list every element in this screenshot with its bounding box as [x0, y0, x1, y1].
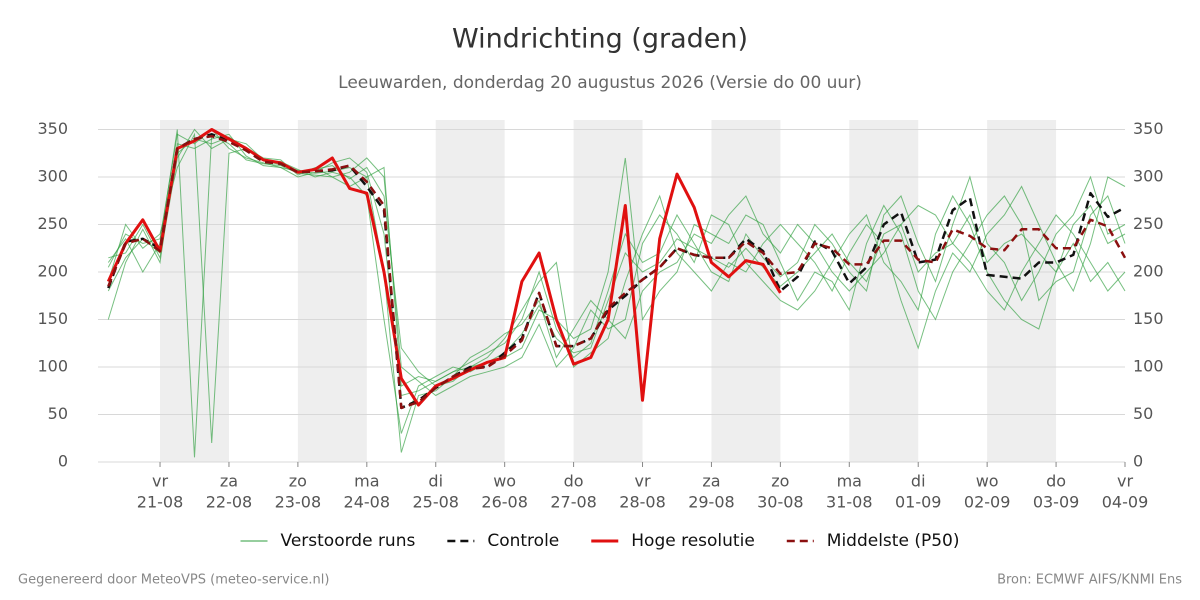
y-tick-label: 150 [37, 309, 68, 328]
legend-label: Verstoorde runs [281, 531, 416, 551]
legend-label: Controle [487, 531, 559, 551]
chart-title: Windrichting (graden) [452, 24, 748, 55]
x-tick-date: 21-08 [137, 493, 184, 512]
x-tick-label: vr [634, 472, 650, 491]
x-tick-label: za [220, 472, 238, 491]
legend-label: Middelste (P50) [827, 531, 960, 551]
y2-tick-label: 250 [1133, 214, 1164, 233]
x-tick-date: 31-08 [826, 493, 873, 512]
x-tick-date: 28-08 [619, 493, 666, 512]
ensemble-line [107, 132, 1126, 444]
y-tick-label: 0 [58, 452, 68, 471]
y-tick-label: 200 [37, 262, 68, 281]
footer-right: Bron: ECMWF AIFS/KNMI Ens [997, 573, 1182, 588]
y-tick-label: 250 [37, 214, 68, 233]
ensemble-line [107, 129, 1126, 458]
x-tick-label: vr [152, 472, 168, 491]
shaded-band [849, 120, 919, 462]
ensemble-line [107, 136, 1126, 387]
x-tick-date: 01-09 [895, 493, 942, 512]
y-tick-label: 300 [37, 167, 68, 186]
y2-tick-label: 200 [1133, 262, 1164, 281]
footer-left: Gegenereerd door MeteoVPS (meteo-service… [18, 573, 329, 588]
x-tick-date: 23-08 [275, 493, 322, 512]
y2-tick-label: 50 [1133, 404, 1153, 423]
x-tick-label: ma [837, 472, 862, 491]
x-tick-date: 29-08 [688, 493, 735, 512]
x-tick-date: 02-09 [964, 493, 1011, 512]
y-tick-label: 50 [48, 404, 68, 423]
x-tick-date: 22-08 [206, 493, 253, 512]
x-tick-date: 26-08 [481, 493, 528, 512]
y2-tick-label: 350 [1133, 119, 1164, 138]
x-tick-date: 25-08 [412, 493, 459, 512]
shaded-band [987, 120, 1057, 462]
y-tick-label: 350 [37, 119, 68, 138]
y2-tick-label: 150 [1133, 309, 1164, 328]
chart-subtitle: Leeuwarden, donderdag 20 augustus 2026 (… [338, 73, 862, 93]
legend: Verstoorde runs Controle Hoge resolutie Mid… [240, 531, 960, 551]
series-line [107, 133, 1126, 410]
x-tick-date: 27-08 [550, 493, 597, 512]
x-tick-label: di [911, 472, 926, 491]
x-tick-label: do [1046, 472, 1066, 491]
x-tick-date: 30-08 [757, 493, 804, 512]
x-tick-label: wo [493, 472, 516, 491]
x-tick-label: vr [1117, 472, 1133, 491]
x-tick-date: 04-09 [1102, 493, 1149, 512]
ensemble-line [107, 133, 1126, 387]
y-tick-label: 100 [37, 357, 68, 376]
x-tick-label: za [702, 472, 720, 491]
x-tick-label: di [428, 472, 443, 491]
x-tick-date: 24-08 [344, 493, 391, 512]
shaded-band [160, 120, 229, 462]
x-tick-label: ma [354, 472, 379, 491]
x-tick-label: do [564, 472, 584, 491]
y2-tick-label: 0 [1133, 452, 1143, 471]
y2-tick-label: 300 [1133, 167, 1164, 186]
x-tick-date: 03-09 [1033, 493, 1080, 512]
x-tick-label: zo [289, 472, 307, 491]
shaded-band [711, 120, 781, 462]
y2-tick-label: 100 [1133, 357, 1164, 376]
x-tick-label: wo [976, 472, 999, 491]
legend-label: Hoge resolutie [631, 531, 755, 551]
x-tick-label: zo [771, 472, 789, 491]
shaded-band [435, 120, 505, 462]
